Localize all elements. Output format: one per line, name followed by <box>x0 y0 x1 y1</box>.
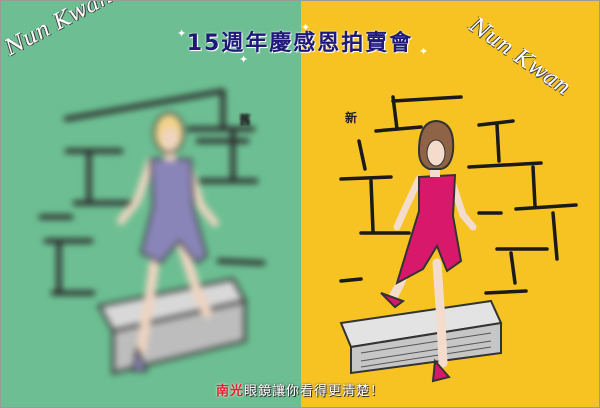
poster-title: 15週年慶感恩拍賣會 <box>186 31 414 56</box>
footer-slogan: 南光眼鏡讓你看得更清楚！ <box>1 380 599 399</box>
left-panel-old: 舊 <box>1 1 301 407</box>
old-label: 舊 <box>239 113 252 127</box>
sparkle-icon: ✦ <box>419 45 429 58</box>
new-label: 新 <box>345 111 358 125</box>
right-panel-new: 新 <box>301 1 599 407</box>
footer-message: 眼鏡讓你看得更清楚！ <box>244 384 385 399</box>
footer-brand: 南光 <box>215 384 244 399</box>
blurred-woman-illustration <box>38 88 266 375</box>
sparkle-icon: ✦ <box>301 21 311 34</box>
sparkle-icon: ✦ <box>239 53 249 66</box>
sharp-woman-illustration <box>339 95 578 383</box>
sparkle-icon: ✦ <box>177 27 187 40</box>
